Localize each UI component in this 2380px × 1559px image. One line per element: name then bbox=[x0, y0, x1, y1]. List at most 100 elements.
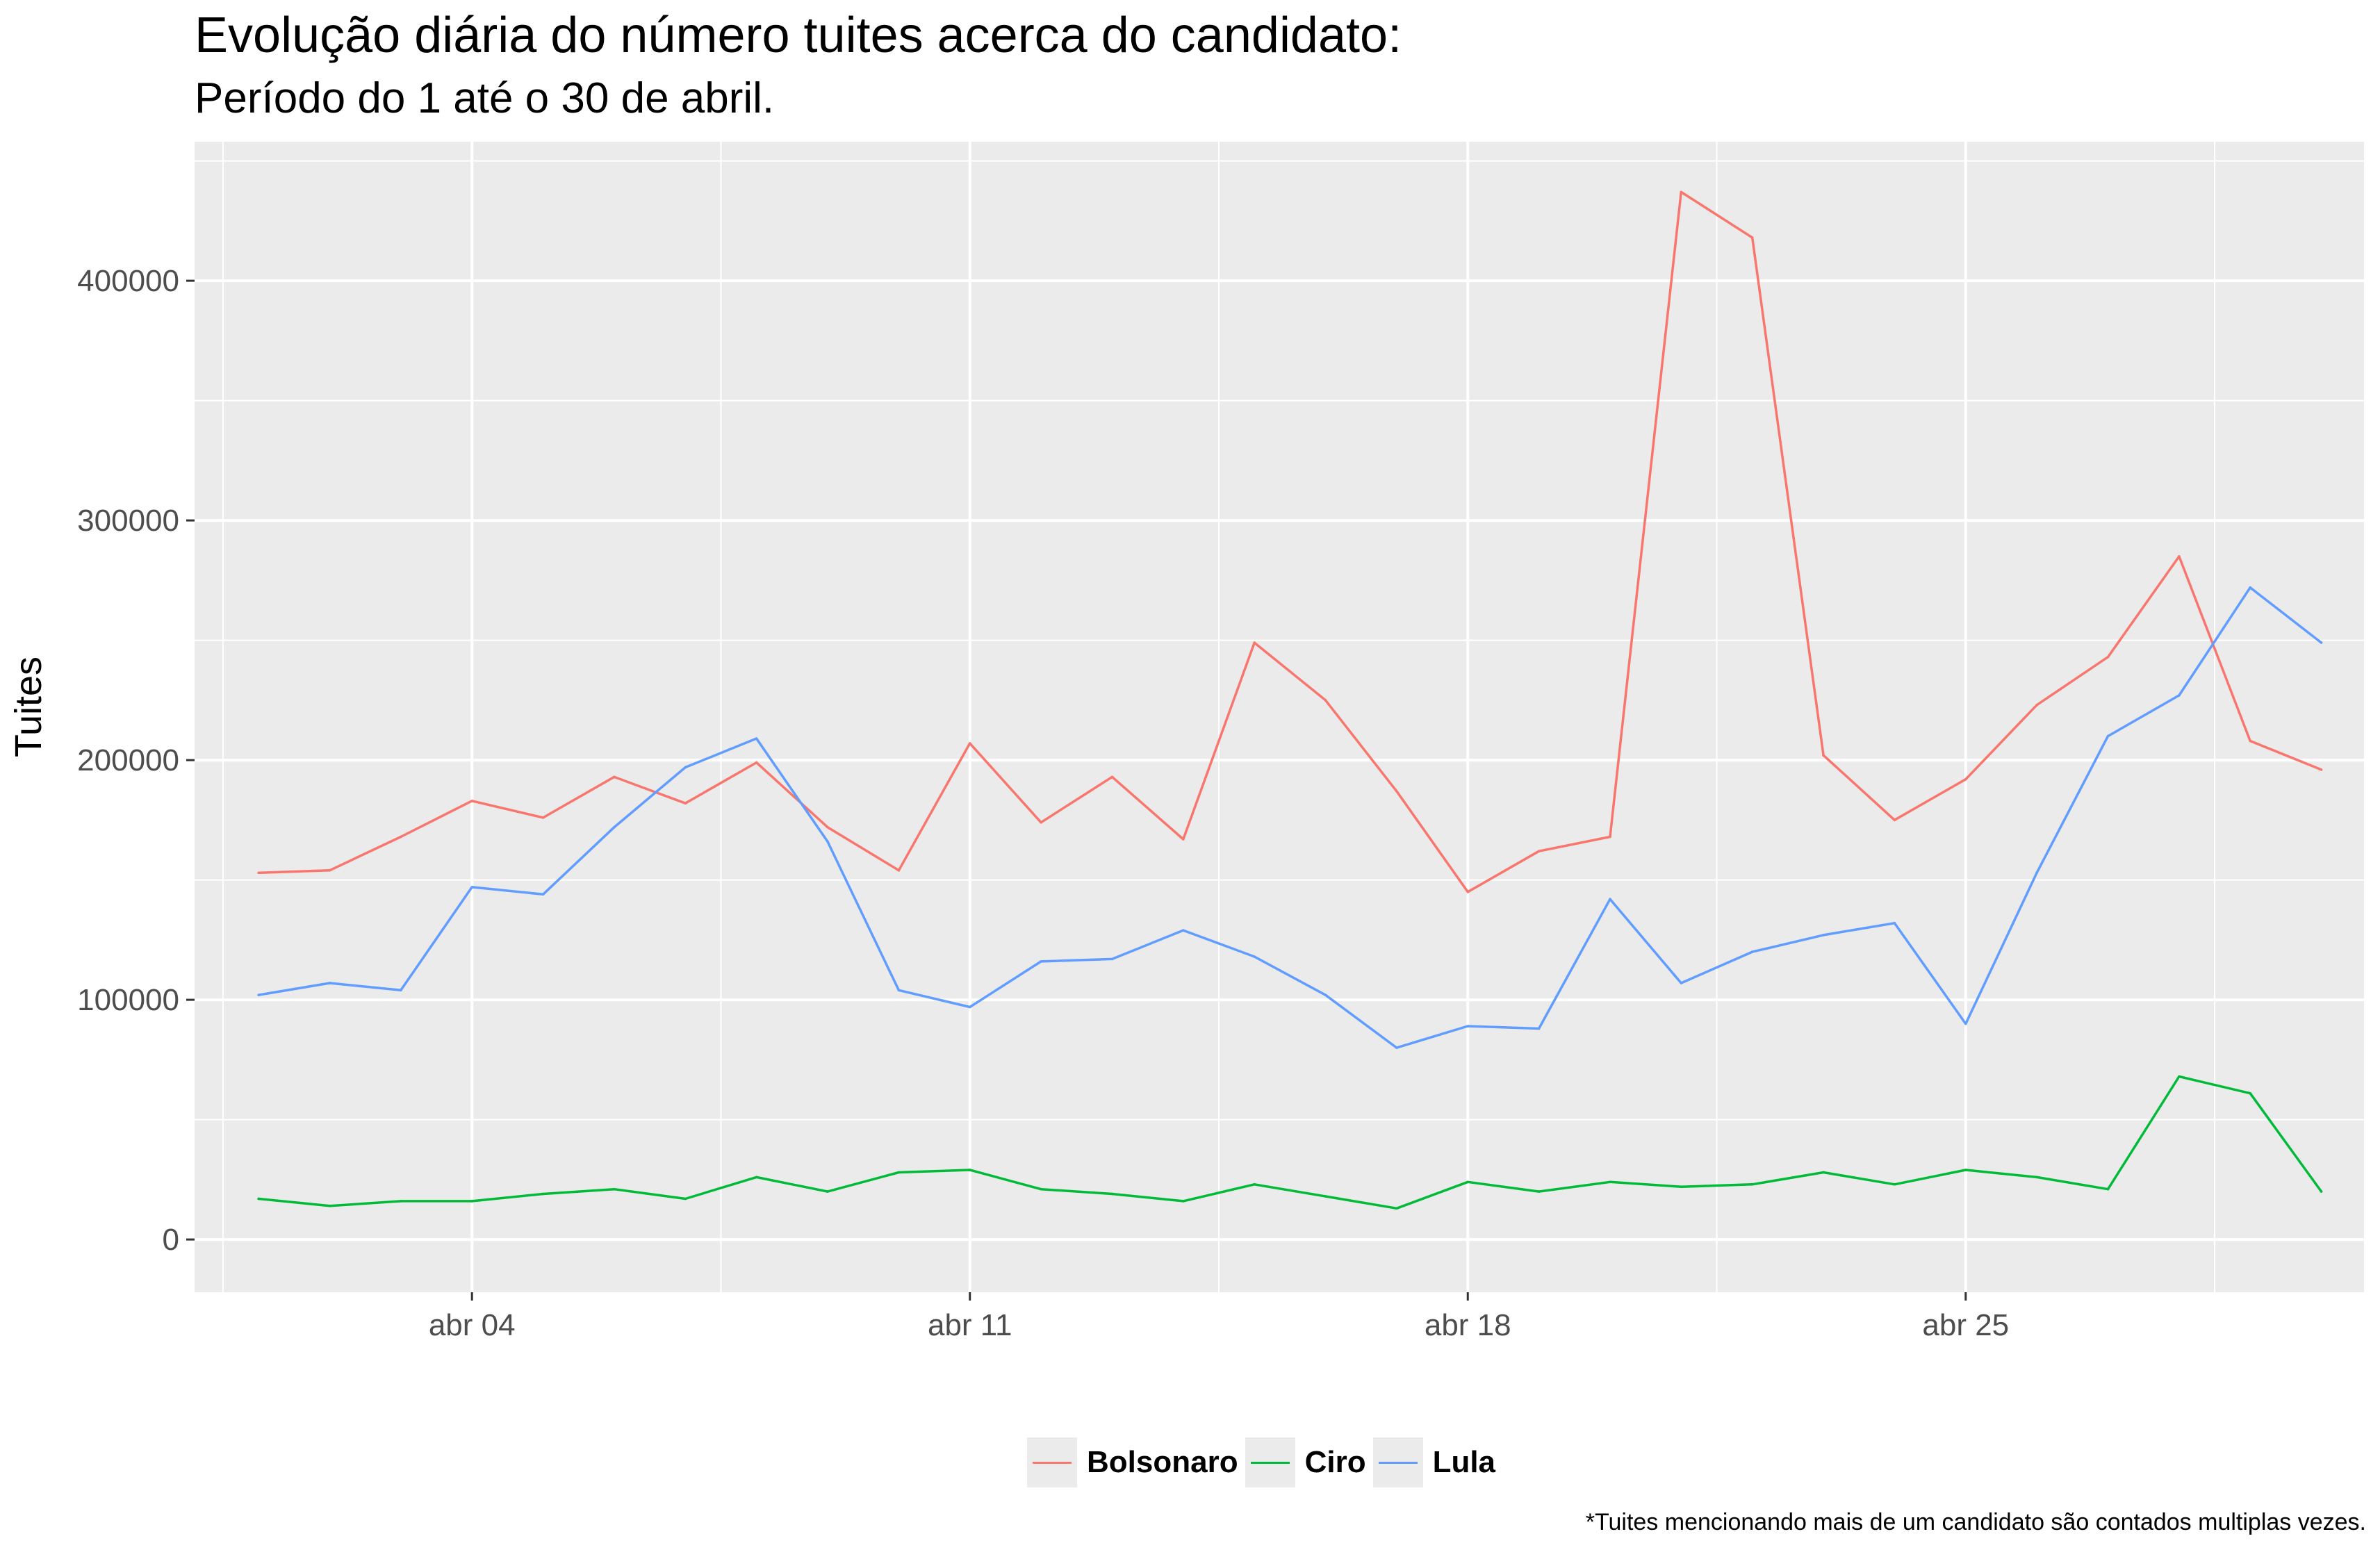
legend-key-bolsonaro bbox=[1027, 1437, 1077, 1487]
data-point-bolsonaro bbox=[1466, 891, 1470, 893]
axes: 0 100000 200000 300000 400000 abr 04 abr 11 abr… bbox=[77, 264, 2009, 1342]
series-line-ciro bbox=[258, 1075, 2323, 1210]
data-point-ciro bbox=[1680, 1185, 1683, 1188]
data-point-ciro bbox=[257, 1197, 260, 1201]
data-point-lula bbox=[684, 766, 687, 769]
data-point-lula bbox=[2106, 734, 2110, 738]
data-point-bolsonaro bbox=[1609, 835, 1611, 839]
data-point-bolsonaro bbox=[1040, 821, 1042, 824]
series-lines bbox=[257, 190, 2323, 1210]
data-point-ciro bbox=[1893, 1182, 1896, 1186]
data-point-ciro bbox=[2106, 1187, 2110, 1191]
data-point-bolsonaro bbox=[1893, 818, 1896, 822]
data-point-ciro bbox=[1253, 1182, 1256, 1186]
data-point-lula bbox=[1324, 993, 1327, 996]
data-point-ciro bbox=[328, 1205, 331, 1207]
data-point-bolsonaro bbox=[897, 869, 901, 872]
data-point-ciro bbox=[1395, 1207, 1398, 1210]
data-point-ciro bbox=[826, 1190, 829, 1193]
chart-caption: *Tuites mencionando mais de um candidato… bbox=[1585, 1509, 2366, 1535]
data-point-ciro bbox=[1324, 1195, 1327, 1198]
data-point-ciro bbox=[1964, 1169, 1967, 1171]
legend-label-lula: Lula bbox=[1432, 1445, 1496, 1479]
data-point-lula bbox=[1395, 1046, 1398, 1049]
data-point-ciro bbox=[1040, 1187, 1042, 1191]
data-point-lula bbox=[1110, 957, 1114, 961]
legend-item-bolsonaro: Bolsonaro bbox=[1027, 1437, 1238, 1487]
series-line-bolsonaro bbox=[258, 190, 2322, 893]
data-point-bolsonaro bbox=[1680, 190, 1683, 194]
data-point-ciro bbox=[1182, 1200, 1185, 1203]
data-point-lula bbox=[755, 737, 758, 740]
y-tick-label: 100000 bbox=[77, 983, 179, 1017]
legend-item-lula: Lula bbox=[1372, 1437, 1496, 1487]
data-point-bolsonaro bbox=[328, 869, 331, 872]
data-point-bolsonaro bbox=[1110, 775, 1114, 779]
data-point-lula bbox=[328, 982, 331, 984]
data-point-bolsonaro bbox=[1822, 754, 1825, 757]
data-point-bolsonaro bbox=[400, 835, 402, 839]
data-point-lula bbox=[2035, 871, 2038, 875]
legend-key-lula bbox=[1372, 1437, 1423, 1487]
x-tick-label: abr 18 bbox=[1425, 1308, 1511, 1342]
y-tick-label: 400000 bbox=[77, 264, 179, 298]
data-point-bolsonaro bbox=[2106, 655, 2110, 659]
legend-item-ciro: Ciro bbox=[1245, 1437, 1366, 1487]
data-point-bolsonaro bbox=[2320, 768, 2323, 771]
data-point-lula bbox=[1893, 921, 1896, 925]
data-point-ciro bbox=[968, 1169, 971, 1171]
x-tick-label: abr 11 bbox=[928, 1308, 1012, 1342]
data-point-bolsonaro bbox=[1182, 838, 1185, 841]
data-point-lula bbox=[1537, 1027, 1541, 1030]
data-point-bolsonaro bbox=[2178, 555, 2181, 558]
grid-lines bbox=[195, 142, 2364, 1292]
y-axis-label: Tuites bbox=[8, 656, 49, 757]
data-point-ciro bbox=[1609, 1180, 1611, 1184]
data-point-lula bbox=[2178, 694, 2181, 697]
data-point-bolsonaro bbox=[257, 871, 260, 875]
data-point-bolsonaro bbox=[1324, 699, 1327, 702]
data-point-ciro bbox=[1822, 1171, 1825, 1174]
legend-swatch-lula bbox=[1378, 1462, 1418, 1464]
data-point-ciro bbox=[400, 1200, 402, 1203]
data-point-bolsonaro bbox=[1395, 790, 1398, 793]
data-point-ciro bbox=[2320, 1190, 2323, 1193]
data-point-lula bbox=[1680, 982, 1683, 984]
data-point-bolsonaro bbox=[684, 802, 687, 805]
data-point-lula bbox=[400, 989, 402, 992]
data-point-ciro bbox=[1110, 1192, 1114, 1196]
data-point-bolsonaro bbox=[1253, 641, 1256, 644]
data-point-ciro bbox=[470, 1200, 474, 1203]
y-tick-label: 300000 bbox=[77, 504, 179, 538]
data-point-lula bbox=[1609, 898, 1611, 900]
data-point-bolsonaro bbox=[1964, 777, 1967, 781]
data-point-bolsonaro bbox=[1537, 850, 1541, 852]
legend-swatch-bolsonaro bbox=[1033, 1462, 1072, 1464]
data-point-ciro bbox=[541, 1192, 545, 1196]
data-point-ciro bbox=[2249, 1091, 2252, 1095]
data-point-lula bbox=[2320, 641, 2323, 644]
y-tick-label: 0 bbox=[163, 1223, 179, 1257]
data-point-bolsonaro bbox=[1750, 236, 1754, 239]
chart-title: Evolução diária do número tuites acerca … bbox=[195, 8, 1402, 63]
data-point-lula bbox=[1964, 1022, 1967, 1025]
data-point-bolsonaro bbox=[541, 816, 545, 819]
data-point-ciro bbox=[2178, 1075, 2181, 1078]
legend-label-bolsonaro: Bolsonaro bbox=[1087, 1445, 1238, 1479]
legend: Bolsonaro Ciro Lula bbox=[1027, 1435, 1502, 1490]
data-point-bolsonaro bbox=[2249, 739, 2252, 743]
data-point-ciro bbox=[684, 1197, 687, 1201]
data-point-lula bbox=[541, 893, 545, 896]
chart-subtitle: Período do 1 até o 30 de abril. bbox=[195, 74, 775, 122]
data-point-bolsonaro bbox=[755, 761, 758, 764]
legend-key-ciro bbox=[1245, 1437, 1295, 1487]
x-tick-label: abr 04 bbox=[429, 1308, 516, 1342]
data-point-lula bbox=[1040, 960, 1042, 963]
data-point-ciro bbox=[1537, 1190, 1541, 1193]
data-point-bolsonaro bbox=[2035, 703, 2038, 707]
data-point-ciro bbox=[1466, 1180, 1470, 1184]
data-point-bolsonaro bbox=[968, 742, 971, 745]
data-point-ciro bbox=[2035, 1176, 2038, 1179]
data-point-lula bbox=[613, 825, 616, 829]
